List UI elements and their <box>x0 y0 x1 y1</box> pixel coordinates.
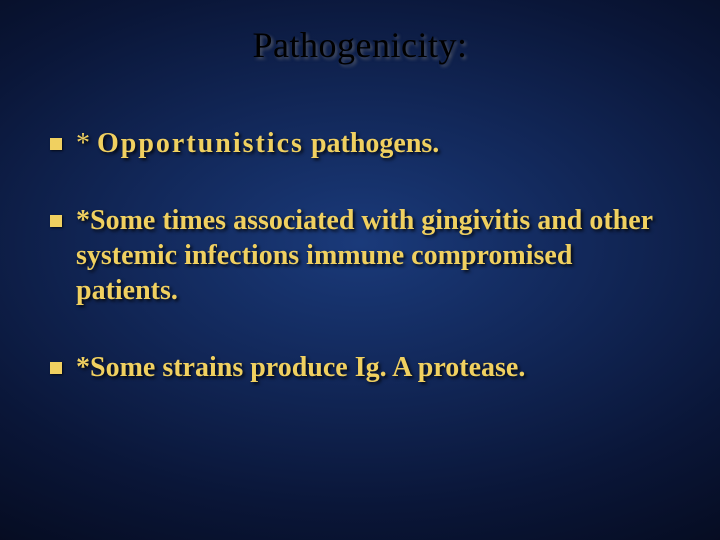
bullet-marker-icon <box>50 362 62 374</box>
bullet-text: *Some strains produce Ig. A protease. <box>76 350 680 385</box>
bullet-item: * Opportunistics pathogens. <box>50 126 680 161</box>
bullet-prefix: * <box>76 128 90 159</box>
bullet-item: *Some times associated with gingivitis a… <box>50 203 680 308</box>
bullet-text: *Some times associated with gingivitis a… <box>76 203 680 308</box>
slide-title: Pathogenicity: <box>40 24 680 66</box>
bullet-text: * Opportunistics pathogens. <box>76 126 680 161</box>
bullet-prefix: *Some <box>76 205 155 236</box>
bullet-item: *Some strains produce Ig. A protease. <box>50 350 680 385</box>
bullet-rest: times associated with gingivitis and oth… <box>76 205 653 306</box>
bullet-marker-icon <box>50 215 62 227</box>
bullet-emphasis: Opportunistics <box>97 128 304 159</box>
bullet-rest: pathogens. <box>304 128 439 159</box>
bullet-rest: strains produce Ig. A protease. <box>155 352 525 383</box>
bullet-prefix: *Some <box>76 352 155 383</box>
bullet-marker-icon <box>50 138 62 150</box>
bullet-list: * Opportunistics pathogens. *Some times … <box>50 126 680 385</box>
slide: Pathogenicity: * Opportunistics pathogen… <box>0 0 720 540</box>
